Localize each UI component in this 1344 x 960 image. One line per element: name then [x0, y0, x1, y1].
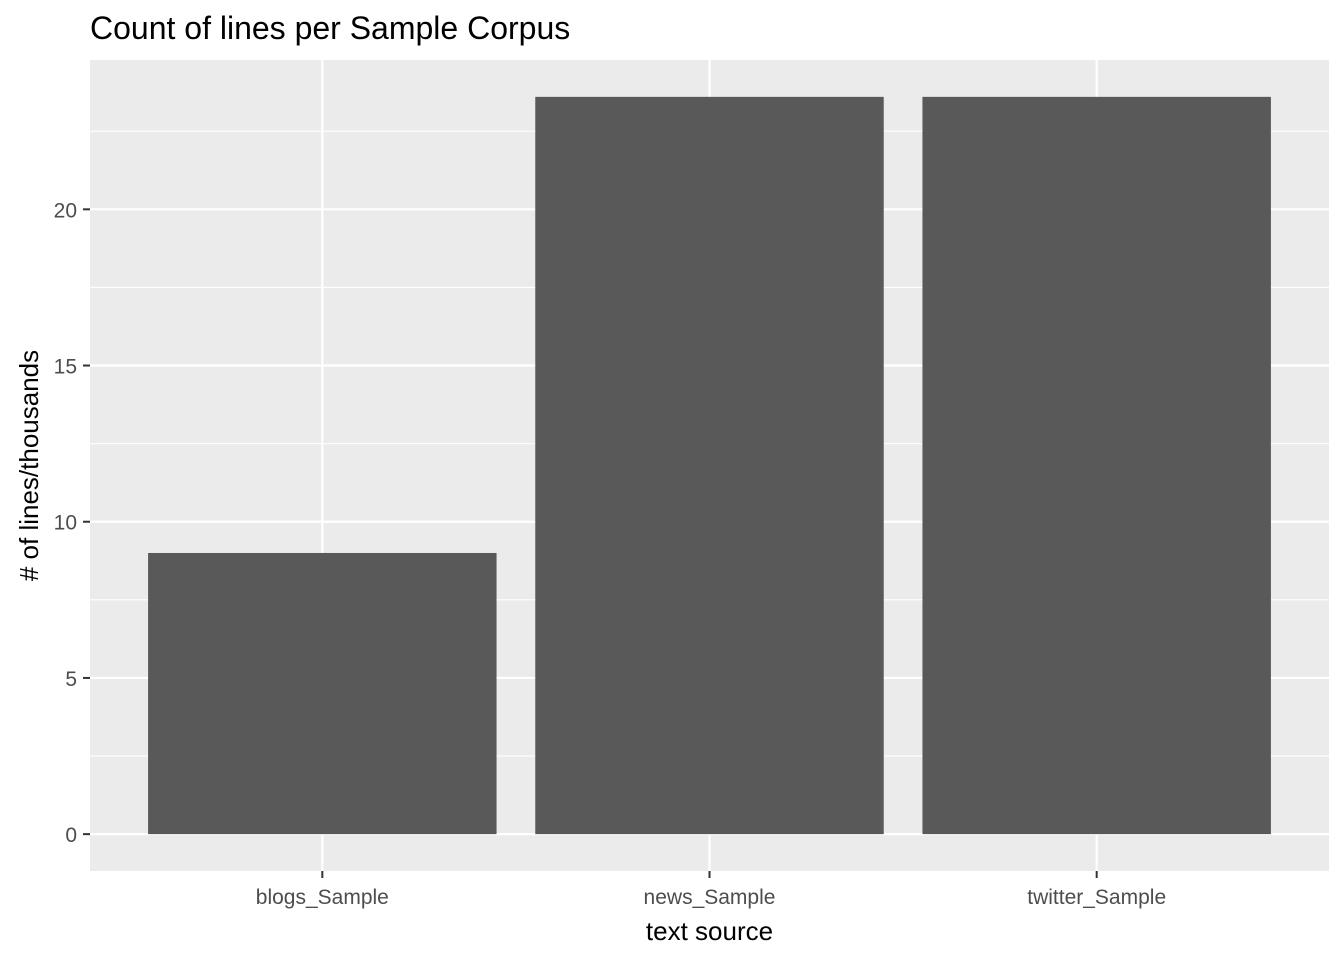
bar-news_Sample: [535, 96, 884, 835]
chart-title: Count of lines per Sample Corpus: [90, 10, 571, 46]
bar-blogs_Sample: [148, 552, 497, 835]
x-axis-label: text source: [646, 916, 773, 946]
y-axis-label: # of lines/thousands: [14, 350, 44, 581]
y-tick-label: 15: [54, 356, 77, 379]
bars: [148, 96, 1271, 835]
y-tick-label: 10: [54, 512, 77, 535]
x-tick-label: twitter_Sample: [1027, 886, 1166, 909]
x-tick-label: news_Sample: [644, 886, 776, 909]
bar-twitter_Sample: [922, 96, 1271, 835]
x-axis: blogs_Sample news_Sample twitter_Sample: [256, 871, 1166, 909]
y-tick-label: 0: [65, 824, 77, 847]
y-axis: 0 5 10 15 20: [54, 199, 90, 847]
y-tick-label: 20: [54, 199, 77, 222]
x-tick-label: blogs_Sample: [256, 886, 389, 909]
y-tick-label: 5: [65, 668, 77, 691]
